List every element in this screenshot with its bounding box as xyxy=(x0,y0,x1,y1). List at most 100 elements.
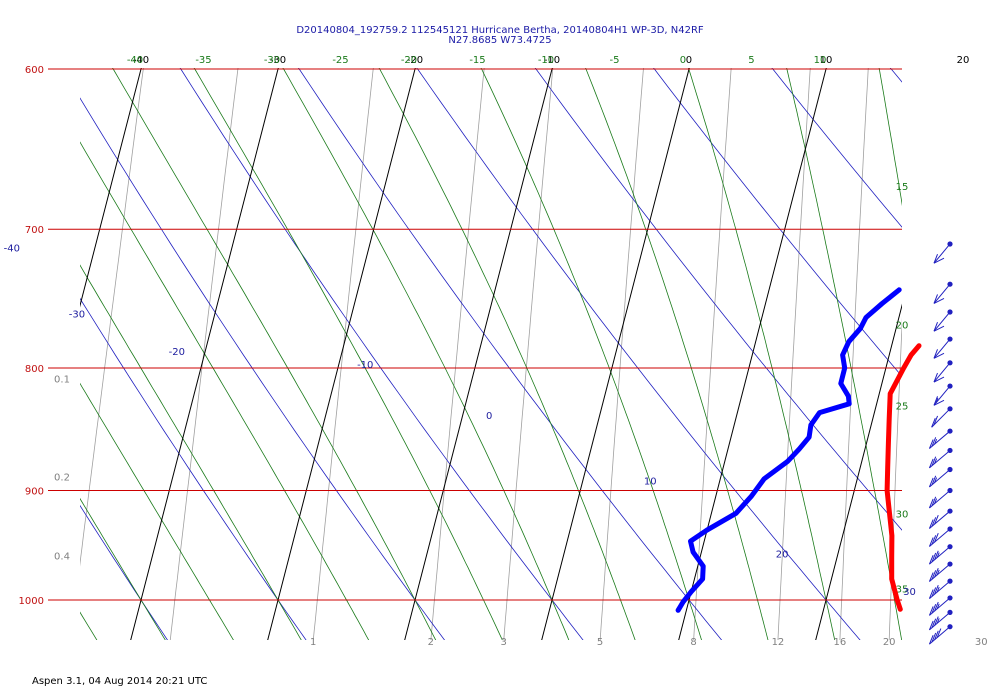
wind-barb xyxy=(928,544,953,565)
wind-barb xyxy=(933,336,953,359)
mixing-ratio-line xyxy=(312,68,374,640)
dry-adiabat-line xyxy=(416,68,861,640)
wind-barb xyxy=(928,447,953,469)
isotherm-line xyxy=(815,303,902,640)
dry-adiabat-line xyxy=(771,68,902,228)
mixing-ratio-line xyxy=(430,68,485,640)
isotherm-line xyxy=(404,68,553,640)
moist-adiabat-line xyxy=(688,68,836,640)
wind-barb-flag xyxy=(936,586,940,593)
mixing-ratio-line xyxy=(777,68,811,640)
moist-adiabat-label: 0 xyxy=(680,55,686,66)
mixing-ratio-label: 5 xyxy=(597,637,603,648)
pressure-label: 700 xyxy=(25,225,44,236)
moist-adiabat-label: -30 xyxy=(264,55,280,66)
wind-barb-head xyxy=(933,325,945,332)
moist-adiabat-label: -15 xyxy=(469,55,485,66)
wind-barb-flag xyxy=(928,554,934,565)
mixing-ratio-label: 12 xyxy=(772,637,785,648)
wind-barb-flag xyxy=(936,618,940,624)
wind-barb-flag xyxy=(936,552,940,558)
wind-barb-flag xyxy=(931,570,937,580)
wind-barb-flag xyxy=(934,498,938,504)
wind-barb xyxy=(928,561,953,582)
isotherms xyxy=(80,68,902,640)
moist-adiabat-line xyxy=(585,68,769,640)
isotherm-line xyxy=(130,68,279,640)
mixing-ratio-line xyxy=(80,68,144,567)
wind-barb-flag xyxy=(934,630,939,640)
moist-adiabat-line xyxy=(80,141,370,640)
wind-barb-flag xyxy=(934,514,939,525)
chart-title: D20140804_192759.2 112545121 Hurricane B… xyxy=(296,25,704,36)
dry-adiabat-label: -20 xyxy=(169,347,185,358)
moist-adiabat-line xyxy=(962,34,1000,661)
wind-barb-shaft xyxy=(929,528,951,547)
dry-adiabat-label: -40 xyxy=(4,243,20,254)
dry-adiabat-line xyxy=(889,68,902,83)
isotherm-label: -20 xyxy=(407,55,423,66)
mixing-ratio-label: 1 xyxy=(310,637,316,648)
wind-barb-flag xyxy=(933,415,939,426)
mixing-ratio-line xyxy=(839,68,869,640)
moist-adiabat-label: 5 xyxy=(748,55,754,66)
wind-barb-shaft xyxy=(933,338,951,359)
mixing-ratio-line xyxy=(599,68,644,640)
dry-adiabat-label: 20 xyxy=(776,550,789,561)
sounding-line xyxy=(884,343,922,612)
sounding-series xyxy=(675,287,922,613)
mixing-ratio-label: 20 xyxy=(883,637,896,648)
wind-barb-flag xyxy=(934,550,939,560)
wind-barb xyxy=(933,241,953,264)
wind-barb-shaft xyxy=(933,243,951,264)
wind-barb-flag xyxy=(931,437,937,447)
dry-adiabat-label: -10 xyxy=(357,360,373,371)
wind-barb xyxy=(928,487,953,509)
moist-adiabats xyxy=(0,34,1000,661)
moist-adiabat-line xyxy=(80,382,234,640)
wind-barb-head xyxy=(933,297,945,304)
wind-barb-flag xyxy=(933,254,938,264)
wind-barb-flag xyxy=(931,456,937,466)
moist-adiabat-line xyxy=(878,68,902,207)
wind-barb-flag xyxy=(934,585,939,595)
wind-barb-shaft xyxy=(929,580,951,599)
wind-barb-head xyxy=(933,376,945,383)
isotherm-label: -30 xyxy=(270,55,286,66)
moist-adiabat-line xyxy=(378,68,636,640)
pressure-label: 1000 xyxy=(19,596,44,607)
wind-barb-flag xyxy=(933,396,938,406)
dry-adiabat-label: 10 xyxy=(644,477,657,488)
mixing-ratio-label: 16 xyxy=(834,637,847,648)
wind-barb-flag xyxy=(934,438,938,445)
wind-barb-shaft xyxy=(929,490,951,509)
wind-barb-shaft xyxy=(929,510,951,529)
chart-subtitle: N27.8685 W73.4725 xyxy=(448,35,551,46)
wind-barb xyxy=(928,578,953,599)
moist-adiabat-line xyxy=(0,34,41,661)
wind-barb-flag xyxy=(928,519,934,529)
mixing-ratio-label: 0.4 xyxy=(54,551,70,562)
dry-adiabat-label: 30 xyxy=(903,587,916,598)
wind-barb-flag xyxy=(933,322,938,332)
dry-adiabat-line xyxy=(298,68,723,640)
wind-barbs xyxy=(928,241,953,645)
moist-adiabat-line xyxy=(80,611,98,640)
isotherm-label: 10 xyxy=(820,55,833,66)
moist-adiabat-label: 30 xyxy=(896,509,909,520)
wind-barb-flag xyxy=(934,458,938,464)
wind-barb-flag xyxy=(933,349,938,359)
isotherm-label: 20 xyxy=(957,55,970,66)
wind-barb-flag xyxy=(928,477,934,488)
moist-adiabat-label: -20 xyxy=(401,55,417,66)
moist-adiabat-line xyxy=(480,68,702,640)
wind-barb-flag xyxy=(936,628,942,638)
moist-adiabat-label: 10 xyxy=(814,55,827,66)
wind-barb xyxy=(928,466,953,488)
wind-barb xyxy=(928,595,953,616)
moist-adiabat-label: 25 xyxy=(896,401,909,412)
wind-barb-flag xyxy=(934,532,939,543)
wind-barb-shaft xyxy=(929,626,951,645)
wind-barb-shaft xyxy=(929,430,951,449)
